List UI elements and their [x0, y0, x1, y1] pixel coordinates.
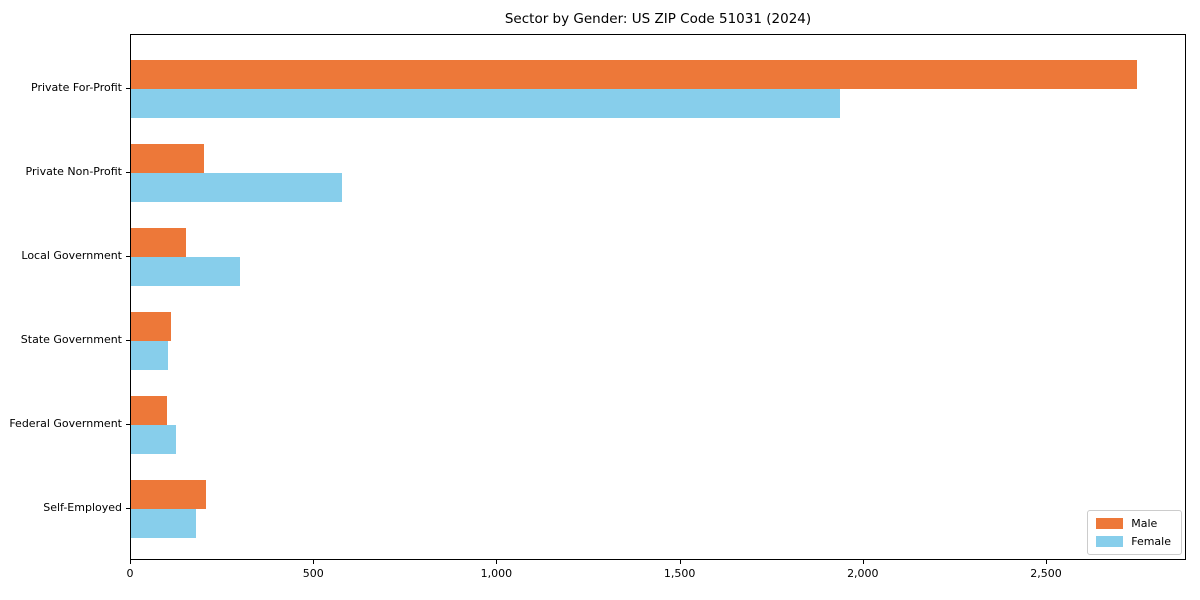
x-tick-mark-2500	[1046, 560, 1048, 564]
y-tick-label-state-government: State Government	[20, 333, 122, 346]
y-tick-mark-local-government	[126, 256, 130, 257]
x-tick-mark-0	[130, 560, 131, 564]
bar-male-federal-government	[131, 396, 167, 425]
x-tick-label-500: 500	[302, 567, 324, 580]
bar-female-local-government	[131, 257, 240, 286]
legend-item-male: Male	[1096, 517, 1171, 530]
x-tick-label-1500: 1,500	[663, 567, 696, 580]
bar-male-private-for-profit	[131, 60, 1137, 89]
x-tick-mark-1500	[679, 560, 681, 564]
legend-swatch-female-icon	[1096, 536, 1124, 547]
y-tick-mark-private-for-profit	[126, 88, 130, 89]
legend-item-female: Female	[1096, 535, 1171, 548]
legend-label-male: Male	[1131, 517, 1158, 530]
bar-male-state-government	[131, 312, 171, 341]
plot-area: Male Female	[130, 34, 1186, 560]
legend: Male Female	[1087, 510, 1182, 555]
y-tick-label-private-non-profit: Private Non-Profit	[25, 165, 122, 178]
bar-female-federal-government	[131, 425, 176, 454]
bar-female-private-non-profit	[131, 173, 342, 202]
y-tick-label-self-employed: Self-Employed	[43, 501, 122, 514]
x-tick-mark-2000	[862, 560, 864, 564]
y-tick-mark-federal-government	[126, 424, 130, 425]
x-tick-label-0: 0	[126, 567, 134, 580]
x-tick-mark-1000	[496, 560, 498, 564]
chart-title: Sector by Gender: US ZIP Code 51031 (202…	[504, 11, 812, 27]
y-tick-label-local-government: Local Government	[21, 249, 122, 262]
x-tick-label-2500: 2,500	[1030, 567, 1062, 580]
x-tick-mark-500	[313, 560, 315, 564]
y-tick-mark-self-employed	[126, 508, 130, 509]
y-tick-mark-state-government	[126, 340, 130, 341]
bar-male-local-government	[131, 228, 186, 257]
y-tick-label-private-for-profit: Private For-Profit	[31, 81, 122, 94]
legend-label-female: Female	[1131, 535, 1171, 548]
y-tick-mark-private-non-profit	[126, 172, 130, 173]
legend-swatch-male-icon	[1096, 518, 1124, 529]
x-tick-label-1000: 1,000	[480, 567, 513, 580]
y-tick-label-federal-government: Federal Government	[9, 417, 122, 430]
x-tick-label-2000: 2,000	[847, 567, 879, 580]
bar-male-self-employed	[131, 480, 206, 509]
bar-female-private-for-profit	[131, 89, 840, 118]
bar-female-self-employed	[131, 509, 196, 538]
bar-male-private-non-profit	[131, 144, 204, 173]
bar-female-state-government	[131, 341, 168, 370]
